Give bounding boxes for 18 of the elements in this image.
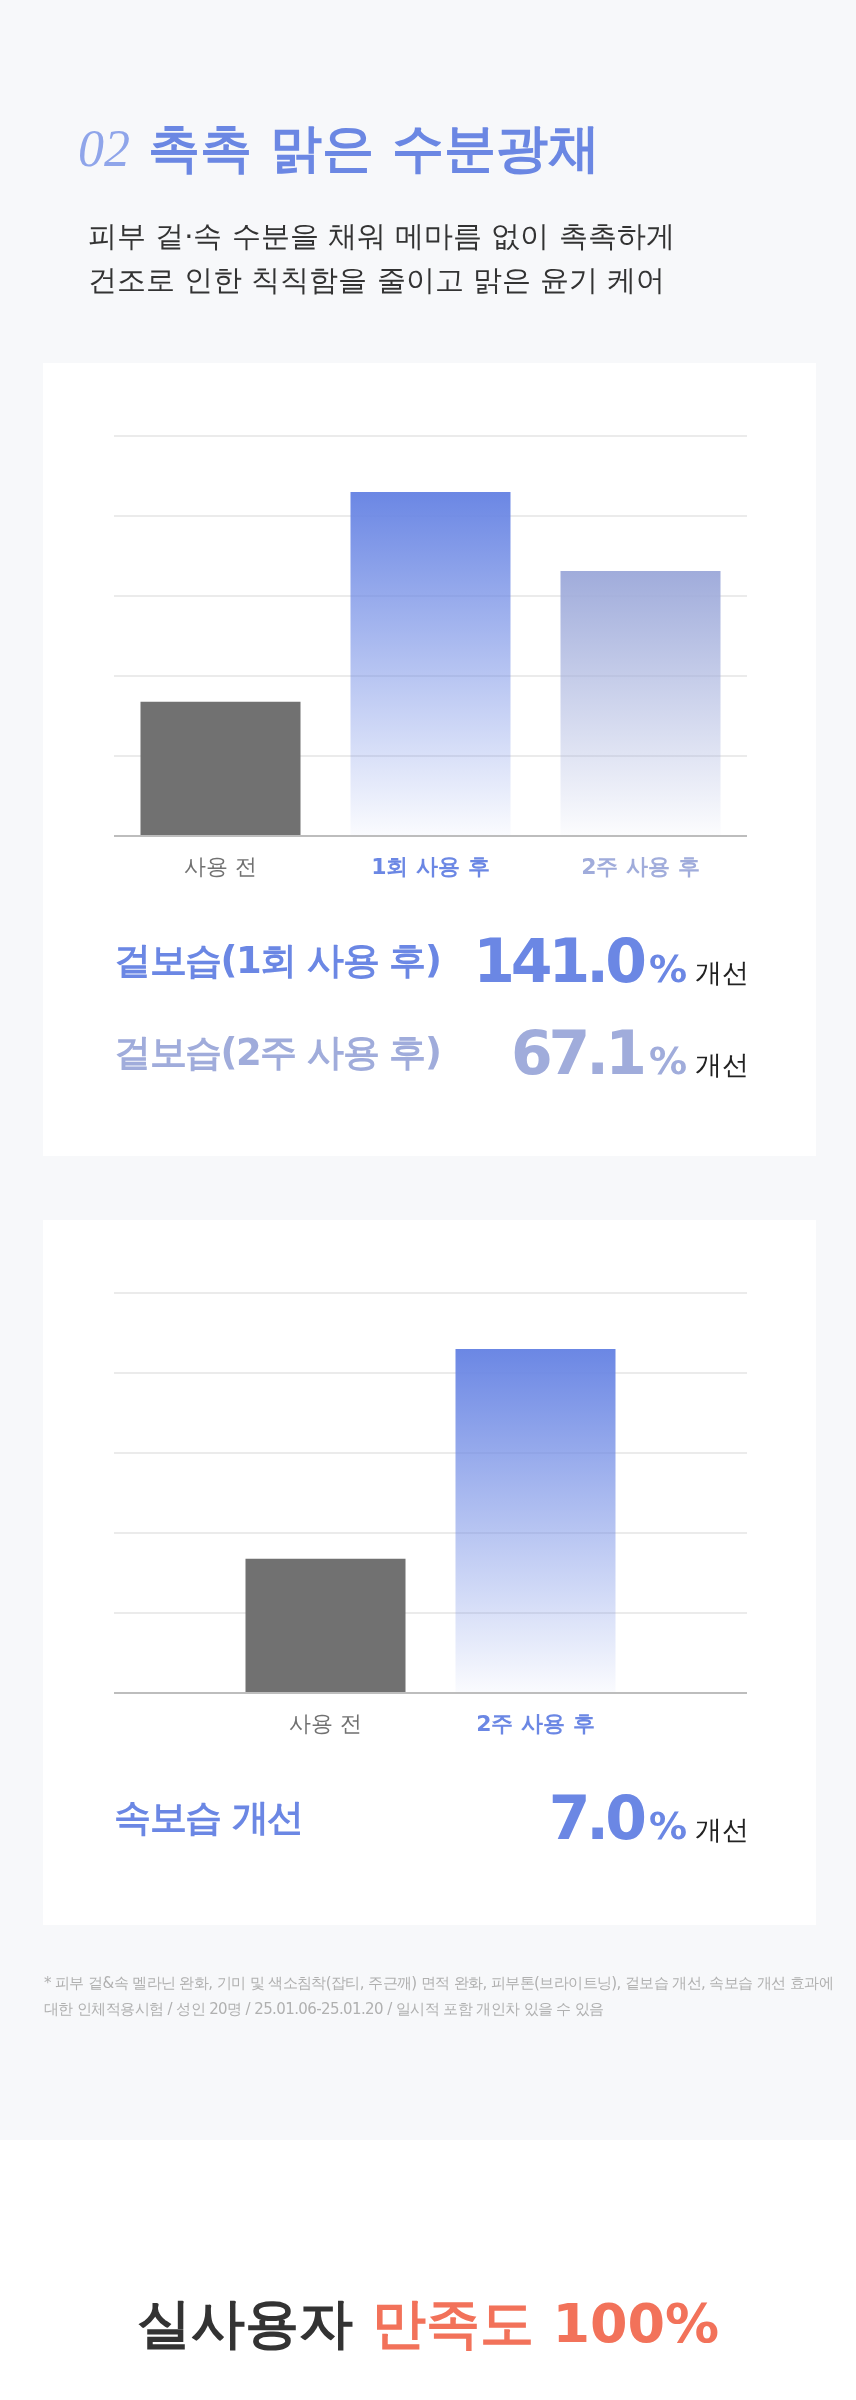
text: 실사용자 만족도 100% — [136, 2292, 720, 2355]
x-tick-label: 2주 사용 후 — [581, 854, 700, 879]
text: 141.0% — [473, 926, 687, 996]
text: 겉보습(2주 사용 후) — [114, 1030, 441, 1076]
x-tick-label: 2주 사용 후 — [476, 1711, 595, 1736]
text: 개선 — [695, 956, 749, 990]
x-tick-label: 1회 사용 후 — [371, 854, 490, 879]
text: * 피부 겉&속 멜라닌 완화, 기미 및 색소침착(잡티, 주근깨) 면적 완화, 피부톤(브라이트닝), 겉보습 개선, 속보습 개선 효과에 대한 인체적용시험 / 성인 20명 / 25.01.06-25.01.20 / 일시적 포함 개인차 있을 수 있음 — [44, 1973, 834, 2020]
text: 겉보습(1회 사용 후) — [114, 938, 441, 984]
chart-subtitle: 피부 겉·속 수분을 채워 메마름 없이 촉촉하게 건조로 인한 칙칙함을 줄이고 맑은 윤기 케어 — [88, 218, 675, 299]
chart-title: 02 촉촉 맑은 수분광채 — [78, 118, 601, 178]
text: 속보습 개선 — [114, 1795, 303, 1841]
text: 67.1% — [510, 1018, 687, 1088]
x-tick-label: 사용 전 — [289, 1711, 362, 1736]
text: 7.0% — [548, 1783, 687, 1853]
x-tick-label: 사용 전 — [184, 854, 257, 879]
text: 개선 — [695, 1813, 749, 1847]
text: 개선 — [695, 1048, 749, 1082]
